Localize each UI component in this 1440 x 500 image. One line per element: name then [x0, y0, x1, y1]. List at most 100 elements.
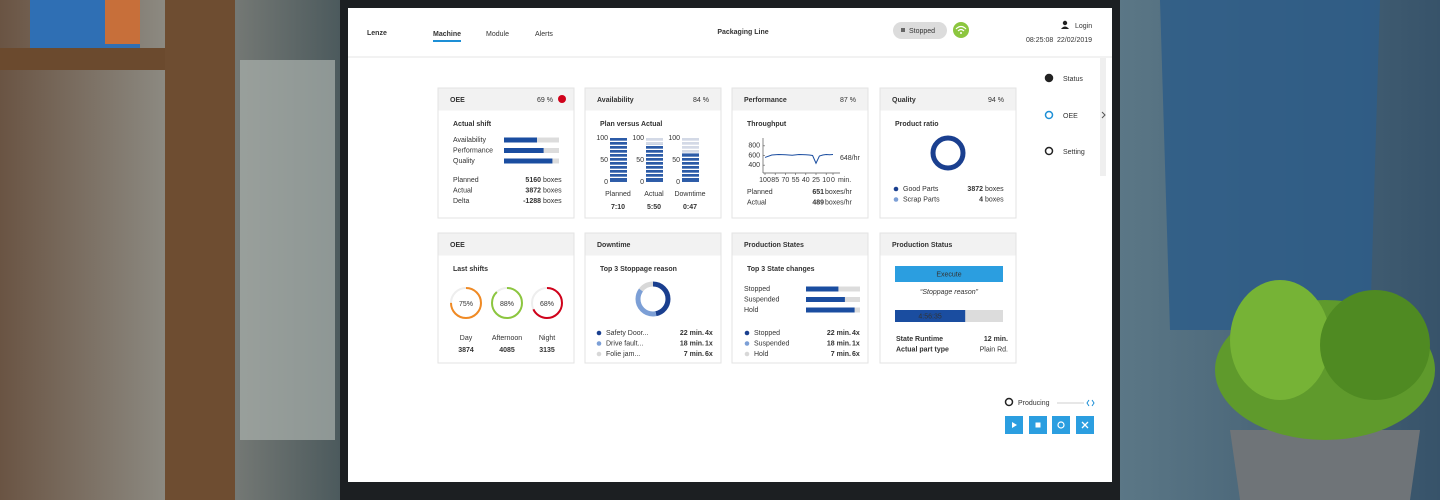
column-label: Actual	[644, 191, 664, 198]
card-title: Availability	[597, 97, 634, 104]
list-count: 4x	[852, 330, 860, 337]
card-header	[585, 88, 721, 111]
card-header	[732, 88, 868, 111]
row-value: 651	[812, 189, 824, 196]
reset-button[interactable]	[1052, 416, 1070, 434]
column-gap	[646, 152, 663, 154]
card-title: OEE	[450, 242, 465, 249]
card-value: 94 %	[988, 97, 1004, 104]
throughput-line	[764, 154, 834, 165]
row-unit: boxes	[543, 198, 562, 205]
shift-count: 3135	[539, 347, 555, 354]
y-tick-label: 800	[748, 143, 760, 150]
legend-dot	[744, 341, 750, 346]
column-gap	[610, 156, 627, 158]
login-link: Login	[1075, 23, 1092, 30]
row-label: Actual part type	[896, 346, 949, 353]
column-stripe	[682, 142, 699, 145]
card-header	[880, 88, 1016, 111]
menu-icon	[1044, 110, 1054, 120]
row-value: -1288	[523, 198, 541, 205]
column-gap	[682, 168, 699, 170]
list-count: 1x	[705, 340, 713, 347]
x-tick-label: 100	[759, 177, 771, 184]
stop-glyph	[1035, 422, 1041, 428]
row-label: Actual	[747, 199, 767, 206]
row-value: 489	[812, 199, 824, 206]
progress-bar	[895, 310, 966, 322]
card-header	[438, 233, 574, 256]
menu-icon	[1044, 146, 1054, 156]
legend-dot	[893, 186, 899, 192]
column-stripe	[646, 142, 663, 145]
mode-toggle[interactable]	[1086, 399, 1095, 407]
column-stripe	[646, 138, 663, 141]
progress-label: 4:56:35	[918, 313, 941, 320]
legend-dot	[596, 330, 602, 336]
legend-value: 3872	[967, 186, 983, 193]
row-unit: boxes	[543, 187, 562, 194]
donut-segment	[930, 135, 966, 171]
status-pill	[893, 22, 947, 39]
x-unit: min.	[838, 177, 851, 184]
donut-segment	[635, 281, 671, 317]
user-icon-head[interactable]	[1062, 20, 1068, 26]
logo: Lenze	[367, 30, 387, 37]
column-gap	[610, 148, 627, 150]
list-minutes: 7 min.	[684, 351, 704, 358]
column	[610, 138, 627, 182]
column-gap	[682, 156, 699, 158]
shift-name: Night	[539, 335, 555, 342]
list-label: Safety Door...	[606, 330, 648, 337]
list-minutes: 22 min.	[827, 330, 851, 337]
card-subtitle: Actual shift	[453, 121, 492, 128]
bar	[504, 158, 553, 164]
column-gap	[682, 176, 699, 178]
list-label: Folie jam...	[606, 351, 640, 358]
execute-button[interactable]	[895, 266, 1003, 282]
person	[1160, 0, 1380, 330]
bar	[504, 137, 537, 143]
ring	[491, 287, 523, 319]
legend-dot	[893, 197, 899, 202]
x-tick-label: 25	[812, 177, 820, 184]
bar	[806, 297, 845, 302]
list-count: 6x	[705, 351, 713, 358]
user-icon-body[interactable]	[1061, 26, 1069, 30]
card-subtitle: Top 3 Stoppage reason	[600, 266, 677, 273]
column-gap	[646, 172, 663, 174]
ring-label: 68%	[540, 301, 554, 308]
shift-count: 3874	[458, 347, 474, 354]
play-glyph	[1012, 422, 1017, 428]
menu-icon	[1044, 73, 1054, 83]
card-title: Production Status	[892, 242, 952, 249]
menu-item: Setting	[1063, 149, 1085, 156]
y-tick-label: 100	[596, 135, 608, 142]
card-subtitle: Last shifts	[453, 266, 488, 273]
current-throughput: 648/hr	[840, 155, 861, 162]
clock-date: 22/02/2019	[1057, 37, 1092, 44]
mode-icon	[1004, 397, 1014, 407]
column-gap	[646, 168, 663, 170]
ring	[450, 287, 482, 319]
column-gap	[646, 156, 663, 158]
plant	[1215, 280, 1435, 440]
row-unit: boxes/hr	[825, 189, 853, 196]
card-subtitle: Top 3 State changes	[747, 266, 815, 273]
row-label: Actual	[453, 187, 473, 194]
menu-item: OEE	[1063, 113, 1078, 120]
books	[105, 0, 140, 44]
x-tick-label: 55	[792, 177, 800, 184]
window	[240, 60, 335, 440]
legend-label: Good Parts	[903, 186, 939, 193]
row-value: Plain Rd.	[980, 346, 1008, 353]
shelf	[0, 48, 165, 70]
nav-tab: Machine	[433, 31, 461, 38]
ring-label: 88%	[500, 301, 514, 308]
wifi-dot	[960, 32, 962, 34]
shelf-post	[165, 0, 235, 500]
bar	[806, 286, 839, 292]
column-gap	[646, 144, 663, 146]
menu-item: Status	[1063, 76, 1083, 83]
